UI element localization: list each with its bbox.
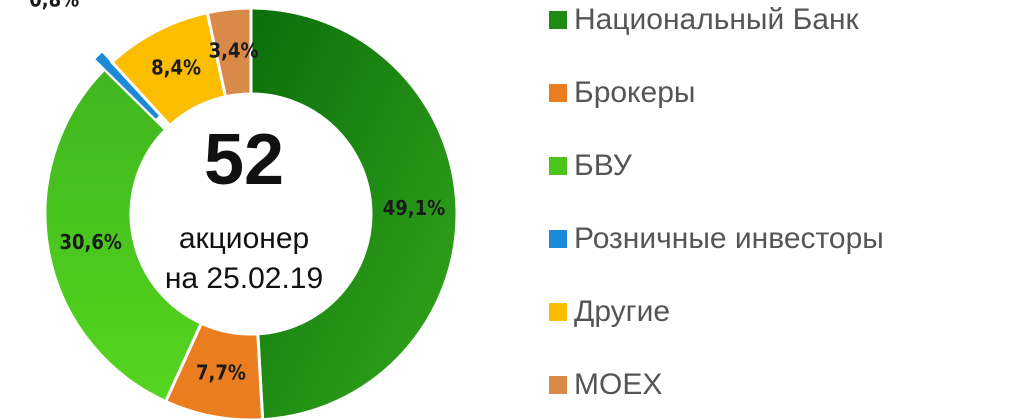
- donut: [43, 6, 459, 420]
- legend-label: Национальный Банк: [574, 3, 860, 36]
- value-label: 0,8%: [29, 0, 79, 12]
- center-date: на 25.02.19: [165, 262, 323, 295]
- legend-label: БВУ: [574, 149, 633, 182]
- legend-swatch: [549, 11, 567, 29]
- legend-swatch: [549, 303, 567, 321]
- legend-label: Брокеры: [574, 76, 695, 109]
- legend-label: MOEX: [574, 368, 662, 401]
- slice: [205, 6, 253, 99]
- slice: [43, 67, 204, 404]
- value-label: 49,1%: [383, 196, 445, 220]
- center-text: акционер: [179, 222, 309, 255]
- legend-swatch: [549, 376, 567, 394]
- legend-label: Розничные инвесторы: [574, 222, 884, 255]
- legend-swatch: [549, 157, 567, 175]
- legend-swatch: [549, 84, 567, 102]
- value-label: 3,4%: [209, 38, 259, 62]
- value-label: 7,7%: [196, 361, 246, 385]
- value-label: 8,4%: [151, 56, 201, 80]
- center-number: 52: [204, 120, 284, 200]
- slice: [249, 6, 459, 420]
- value-label: 30,6%: [59, 230, 121, 254]
- legend-label: Другие: [574, 295, 670, 328]
- legend-swatch: [549, 230, 567, 248]
